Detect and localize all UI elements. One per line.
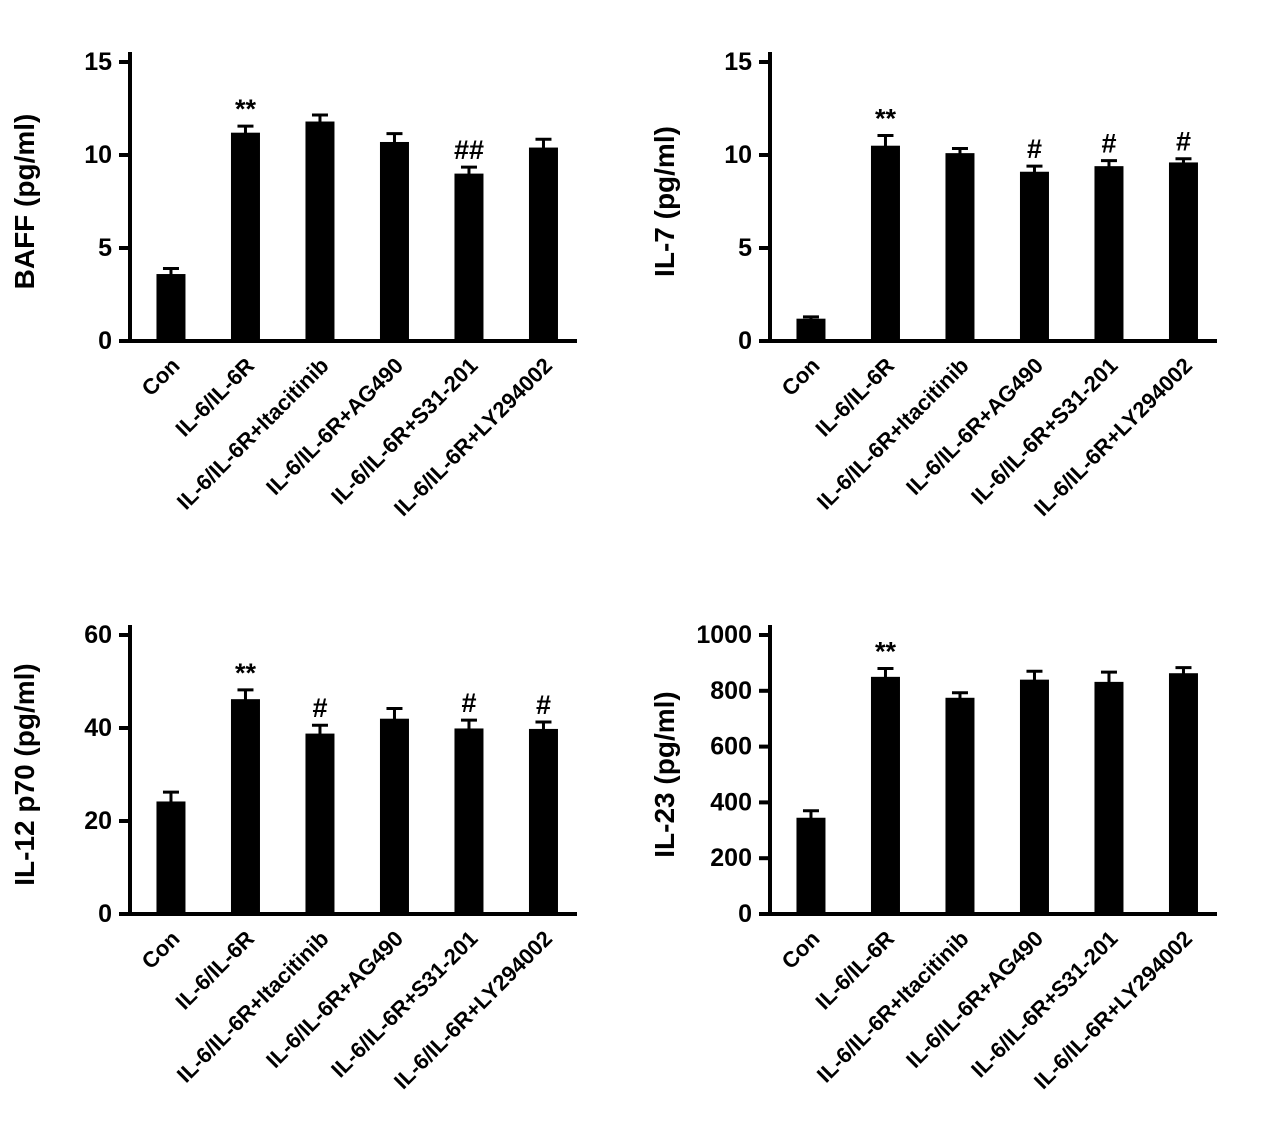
y-tick-label: 0 — [738, 900, 752, 928]
bar — [230, 132, 260, 341]
y-axis-title: IL-7 (pg/ml) — [649, 126, 680, 277]
y-tick-label: 600 — [710, 733, 752, 761]
x-category-label: IL-6/IL-6R+S31-201 — [966, 926, 1122, 1082]
x-category-label: IL-6/IL-6R+S31-201 — [326, 926, 482, 1082]
x-category-label: IL-6/IL-6R+S31-201 — [326, 353, 482, 509]
x-category-label: IL-6/IL-6R+AG490 — [261, 926, 408, 1073]
significance-label: # — [461, 688, 476, 718]
chart-panel-il23: 0 200 400 600 800 1000 IL-23 (pg/ml) Con ** IL-6/… — [640, 573, 1280, 1146]
bar — [796, 318, 826, 341]
y-tick-label: 800 — [710, 677, 752, 705]
significance-label: ** — [235, 658, 257, 688]
x-category-label: Con — [137, 353, 185, 401]
y-tick-label: 10 — [724, 141, 752, 169]
bar — [945, 153, 975, 341]
y-tick-label: 5 — [738, 234, 752, 262]
bar — [1094, 681, 1124, 914]
bar — [1019, 171, 1049, 341]
significance-label: ** — [875, 103, 897, 133]
bar — [379, 141, 409, 341]
y-tick-label: 20 — [84, 807, 112, 835]
chart-panel-il12p70: 0 20 40 60 IL-12 p70 (pg/ml) Con ** IL-6/IL-6R #… — [0, 573, 640, 1146]
significance-label: # — [312, 693, 327, 723]
significance-label: # — [1101, 129, 1116, 159]
bar — [230, 699, 260, 914]
x-category-label: Con — [777, 926, 825, 974]
x-category-label: Con — [777, 353, 825, 401]
y-tick-label: 0 — [98, 327, 112, 355]
bar — [305, 121, 335, 342]
y-tick-label: 0 — [98, 900, 112, 928]
il23-bar-chart: 0 200 400 600 800 1000 IL-23 (pg/ml) Con ** IL-6/… — [649, 621, 1217, 1094]
significance-label: # — [1027, 134, 1042, 164]
y-axis-title: IL-12 p70 (pg/ml) — [9, 663, 40, 885]
y-tick-label: 0 — [738, 327, 752, 355]
significance-label: # — [1176, 127, 1191, 157]
bar — [1094, 166, 1124, 341]
x-category-label: Con — [137, 926, 185, 974]
bar — [796, 817, 826, 914]
bar — [454, 728, 484, 914]
chart-panel-baff: 0 5 10 15 BAFF (pg/ml) Con ** IL-6/IL-6R IL-6/IL… — [0, 0, 640, 573]
bar — [528, 147, 558, 341]
y-tick-label: 15 — [724, 48, 752, 76]
y-axis-title: IL-23 (pg/ml) — [649, 691, 680, 857]
chart-panel-il7: 0 5 10 15 IL-7 (pg/ml) Con ** IL-6/IL-6R IL-6/IL… — [640, 0, 1280, 573]
y-tick-label: 200 — [710, 844, 752, 872]
significance-label: # — [536, 690, 551, 720]
x-category-label: IL-6/IL-6R+AG490 — [261, 353, 408, 500]
x-category-label: IL-6/IL-6R+S31-201 — [966, 353, 1122, 509]
bar — [156, 801, 186, 914]
x-category-label: IL-6/IL-6R+AG490 — [901, 926, 1048, 1073]
y-tick-label: 5 — [98, 234, 112, 262]
bar — [528, 728, 558, 914]
bar — [945, 697, 975, 914]
y-axis-title: BAFF (pg/ml) — [9, 114, 40, 290]
y-tick-label: 1000 — [696, 621, 752, 649]
bar — [1168, 673, 1198, 914]
y-tick-label: 60 — [84, 621, 112, 649]
y-tick-label: 400 — [710, 788, 752, 816]
bar — [1168, 162, 1198, 341]
y-tick-label: 10 — [84, 141, 112, 169]
bar — [156, 274, 186, 341]
bar — [1019, 679, 1049, 914]
bar — [454, 173, 484, 341]
bar — [305, 733, 335, 914]
significance-label: ## — [454, 135, 484, 165]
significance-label: ** — [875, 636, 897, 666]
y-tick-label: 15 — [84, 48, 112, 76]
bar — [379, 718, 409, 914]
bar — [870, 676, 900, 914]
y-tick-label: 40 — [84, 714, 112, 742]
x-category-label: IL-6/IL-6R+AG490 — [901, 353, 1048, 500]
significance-label: ** — [235, 94, 257, 124]
bar — [870, 145, 900, 341]
